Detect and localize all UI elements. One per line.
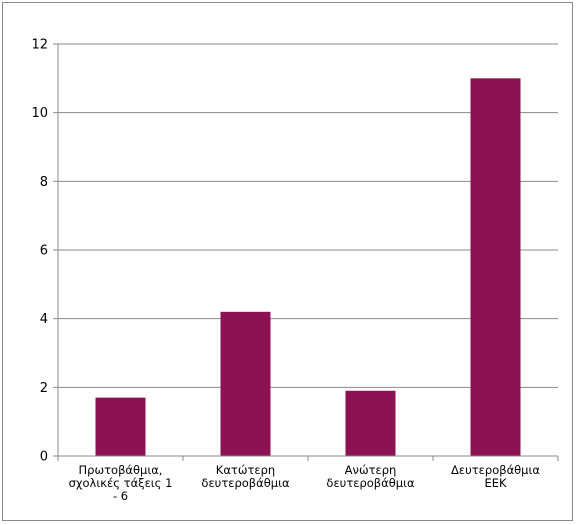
x-category-label: Δευτεροβάθμια ΕΕΚ [451,463,540,490]
x-category-label: Κατώτερη δευτεροβάθμια [201,463,290,490]
bar [346,391,396,456]
y-tick-label: 4 [40,312,48,327]
y-tick-label: 2 [40,381,48,396]
bar [471,78,521,456]
y-tick-label: 12 [31,38,48,53]
bars [96,78,521,456]
bar [221,312,271,456]
y-tick-label: 10 [31,106,48,121]
x-category-labels: Πρωτοβάθμια, σχολικές τάξεις 1- 6 Κατώτερη… [69,463,541,503]
x-category-label: Ανώτερη δευτεροβάθμια [326,463,415,490]
y-tick-label: 6 [40,244,48,259]
y-tick-label: 8 [40,175,48,190]
y-tick-label: 0 [40,450,48,465]
bar [96,398,146,456]
x-category-label: Πρωτοβάθμια, σχολικές τάξεις 1- 6 [69,463,173,503]
y-tick-labels: 0 2 4 6 8 10 12 [31,38,48,465]
